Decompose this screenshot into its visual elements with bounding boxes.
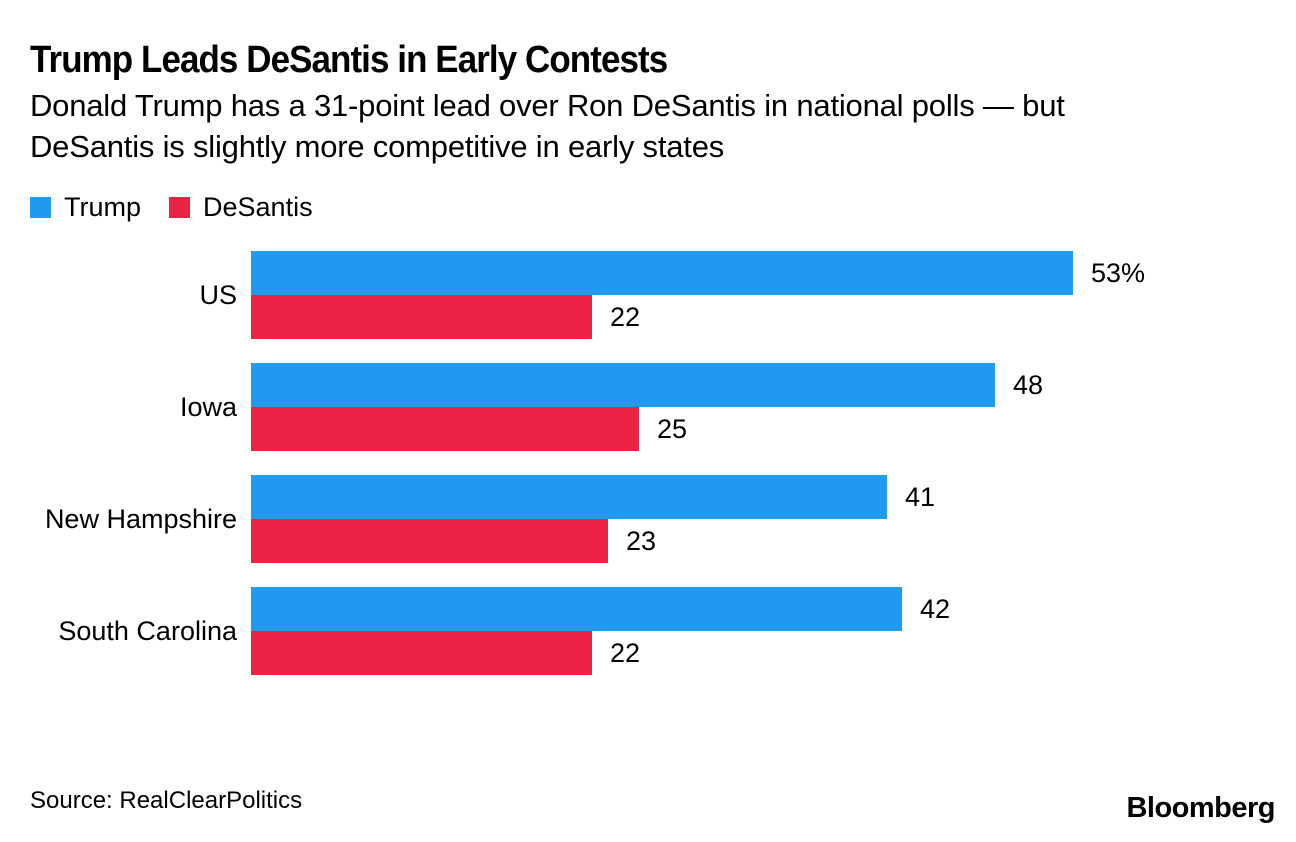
bar-pair: 41 23 [251,475,935,563]
bar-trump [251,475,887,519]
chart-rows: US 53% 22 Iowa 48 25 New Hampshire 41 23 South Ca… [30,251,1145,675]
bar-trump [251,363,995,407]
bar-track: 23 [251,519,935,563]
bar-desantis [251,407,639,451]
legend-swatch-icon [30,197,51,218]
chart-title: Trump Leads DeSantis in Early Contests [30,39,668,81]
bloomberg-logo: Bloomberg [1126,792,1275,824]
chart-subtitle-line-2: DeSantis is slightly more competitive in… [30,129,725,164]
category-label: New Hampshire [44,503,237,534]
bar-track: 22 [251,295,1145,339]
value-label: 41 [905,481,936,512]
bar-pair: 48 25 [251,363,1043,451]
value-label: 42 [920,593,951,624]
bar-track: 22 [251,631,950,675]
legend-item-trump: Trump [30,194,141,221]
bar-pair: 42 22 [251,587,950,675]
bar-desantis [251,631,592,675]
category-label: Iowa [179,391,237,422]
chart-subtitle: Donald Trump has a 31-point lead over Ro… [30,85,1065,167]
bar-track: 53% [251,251,1145,295]
bar-pair: 53% 22 [251,251,1145,339]
bar-desantis [251,519,608,563]
legend-swatch-icon [169,197,191,218]
legend: Trump DeSantis [30,194,313,221]
legend-item-label: Trump [64,192,142,222]
value-label: 22 [610,301,641,332]
bar-track: 41 [251,475,935,519]
category-label: South Carolina [58,615,237,646]
chart-row: South Carolina 42 22 [30,587,1145,675]
legend-item-label: DeSantis [203,192,313,222]
chart-row: US 53% 22 [30,251,1145,339]
bar-track: 42 [251,587,950,631]
source-note: Source: RealClearPolitics [30,787,303,814]
bar-desantis [251,295,592,339]
value-label: 23 [626,525,657,556]
chart-row: New Hampshire 41 23 [30,475,1145,563]
legend-item-desantis: DeSantis [169,194,313,221]
chart-subtitle-line-1: Donald Trump has a 31-point lead over Ro… [30,88,1065,123]
bar-track: 25 [251,407,1043,451]
value-label: 22 [610,637,641,668]
value-label: 53% [1091,257,1146,288]
bar-trump [251,251,1073,295]
bar-trump [251,587,902,631]
value-label: 48 [1013,369,1044,400]
value-label: 25 [657,413,688,444]
category-label: US [199,279,237,310]
chart-row: Iowa 48 25 [30,363,1145,451]
bar-track: 48 [251,363,1043,407]
